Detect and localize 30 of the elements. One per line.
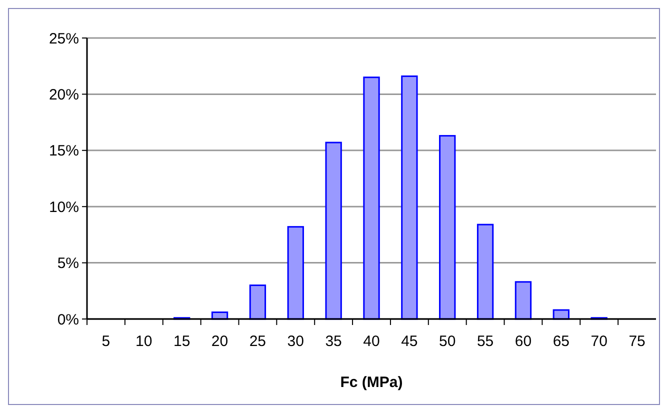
x-tick-label: 75 — [628, 333, 646, 350]
x-tick-label: 40 — [363, 333, 380, 350]
x-tick-label: 5 — [102, 333, 110, 350]
x-tick-label: 45 — [401, 333, 418, 350]
y-tick-label: 25% — [48, 30, 79, 48]
y-tick-label: 0% — [57, 311, 79, 328]
x-tick-label: 30 — [287, 333, 304, 350]
x-tick-label: 10 — [136, 333, 152, 350]
bar — [401, 75, 418, 320]
bar — [249, 284, 266, 320]
x-tick-label: 55 — [476, 333, 494, 350]
x-tick-label: 50 — [439, 333, 456, 350]
bar — [514, 281, 532, 320]
y-tick-label: 5% — [57, 255, 79, 272]
bar — [287, 226, 304, 320]
bar — [325, 142, 342, 320]
x-tick-label: 15 — [173, 333, 190, 350]
x-tick-label: 20 — [211, 333, 228, 350]
bar — [439, 135, 456, 320]
x-tick-label: 65 — [552, 333, 570, 350]
y-tick-label: 15% — [48, 142, 79, 160]
x-tick-label: 35 — [325, 333, 342, 350]
y-tick-label: 10% — [48, 198, 79, 216]
x-axis-title: Fc (MPa) — [340, 374, 403, 391]
x-tick-label: 60 — [514, 333, 532, 350]
y-tick-label: 20% — [48, 86, 79, 104]
bar — [476, 224, 494, 320]
x-tick-label: 70 — [590, 333, 608, 350]
bar — [363, 76, 380, 320]
x-tick-label: 25 — [249, 333, 266, 350]
